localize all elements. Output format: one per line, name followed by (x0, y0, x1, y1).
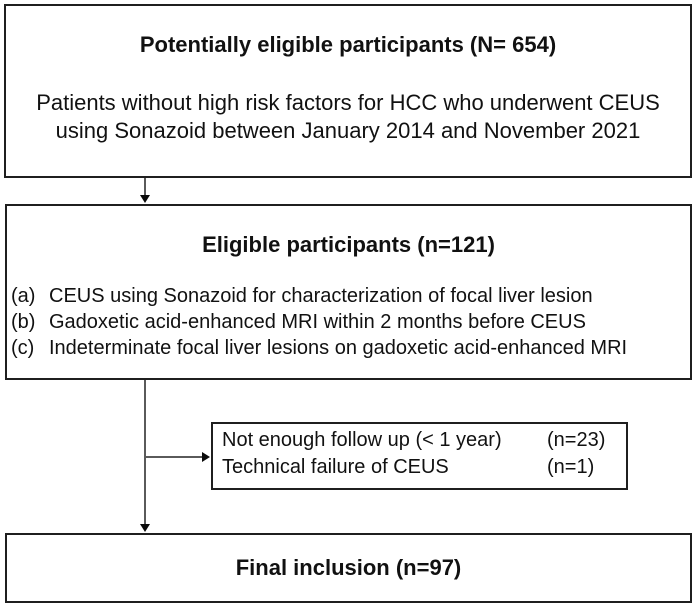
arrow-down-icon (140, 195, 150, 203)
exclusion-item: Not enough follow up (< 1 year) (n=23) (222, 427, 626, 454)
arrow-down-icon (140, 524, 150, 532)
exclusion-reason: Not enough follow up (< 1 year) (222, 429, 502, 451)
criterion-c-text: Indeterminate focal liver lesions on gad… (49, 337, 628, 359)
criterion-a: (a) CEUS using Sonazoid for characteriza… (11, 283, 690, 309)
criterion-b: (b) Gadoxetic acid-enhanced MRI within 2… (11, 309, 690, 335)
description-line-1: Patients without high risk factors for H… (36, 90, 660, 115)
exclusion-box: Not enough follow up (< 1 year) (n=23) T… (211, 422, 628, 490)
criterion-a-text: CEUS using Sonazoid for characterization… (49, 285, 593, 307)
connector-top-to-eligible (144, 178, 146, 196)
criterion-c-label: (c) (11, 337, 35, 359)
eligible-participants-box: Eligible participants (n=121) (a) CEUS u… (5, 204, 692, 380)
exclusion-count: (n=1) (547, 456, 595, 478)
potentially-eligible-title: Potentially eligible participants (N= 65… (139, 32, 557, 57)
criterion-b-label: (b) (11, 311, 36, 333)
exclusion-item: Technical failure of CEUS (n=1) (222, 454, 626, 481)
criterion-a-label: (a) (11, 285, 36, 307)
exclusion-count: (n=23) (547, 429, 606, 451)
criterion-c: (c) Indeterminate focal liver lesions on… (11, 335, 690, 361)
potentially-eligible-box: Potentially eligible participants (N= 65… (4, 4, 692, 178)
potentially-eligible-description: Patients without high risk factors for H… (6, 89, 690, 145)
arrow-right-icon (202, 452, 210, 462)
connector-branch-to-exclusion (145, 456, 203, 458)
exclusion-reason: Technical failure of CEUS (222, 456, 449, 478)
inclusion-criteria-list: (a) CEUS using Sonazoid for characteriza… (7, 283, 690, 361)
criterion-b-text: Gadoxetic acid-enhanced MRI within 2 mon… (49, 311, 586, 333)
description-line-2: using Sonazoid between January 2014 and … (55, 118, 641, 143)
final-inclusion-title: Final inclusion (n=97) (235, 555, 462, 580)
final-inclusion-box: Final inclusion (n=97) (5, 533, 692, 603)
eligible-participants-title: Eligible participants (n=121) (202, 232, 495, 257)
connector-eligible-to-final (144, 380, 146, 525)
